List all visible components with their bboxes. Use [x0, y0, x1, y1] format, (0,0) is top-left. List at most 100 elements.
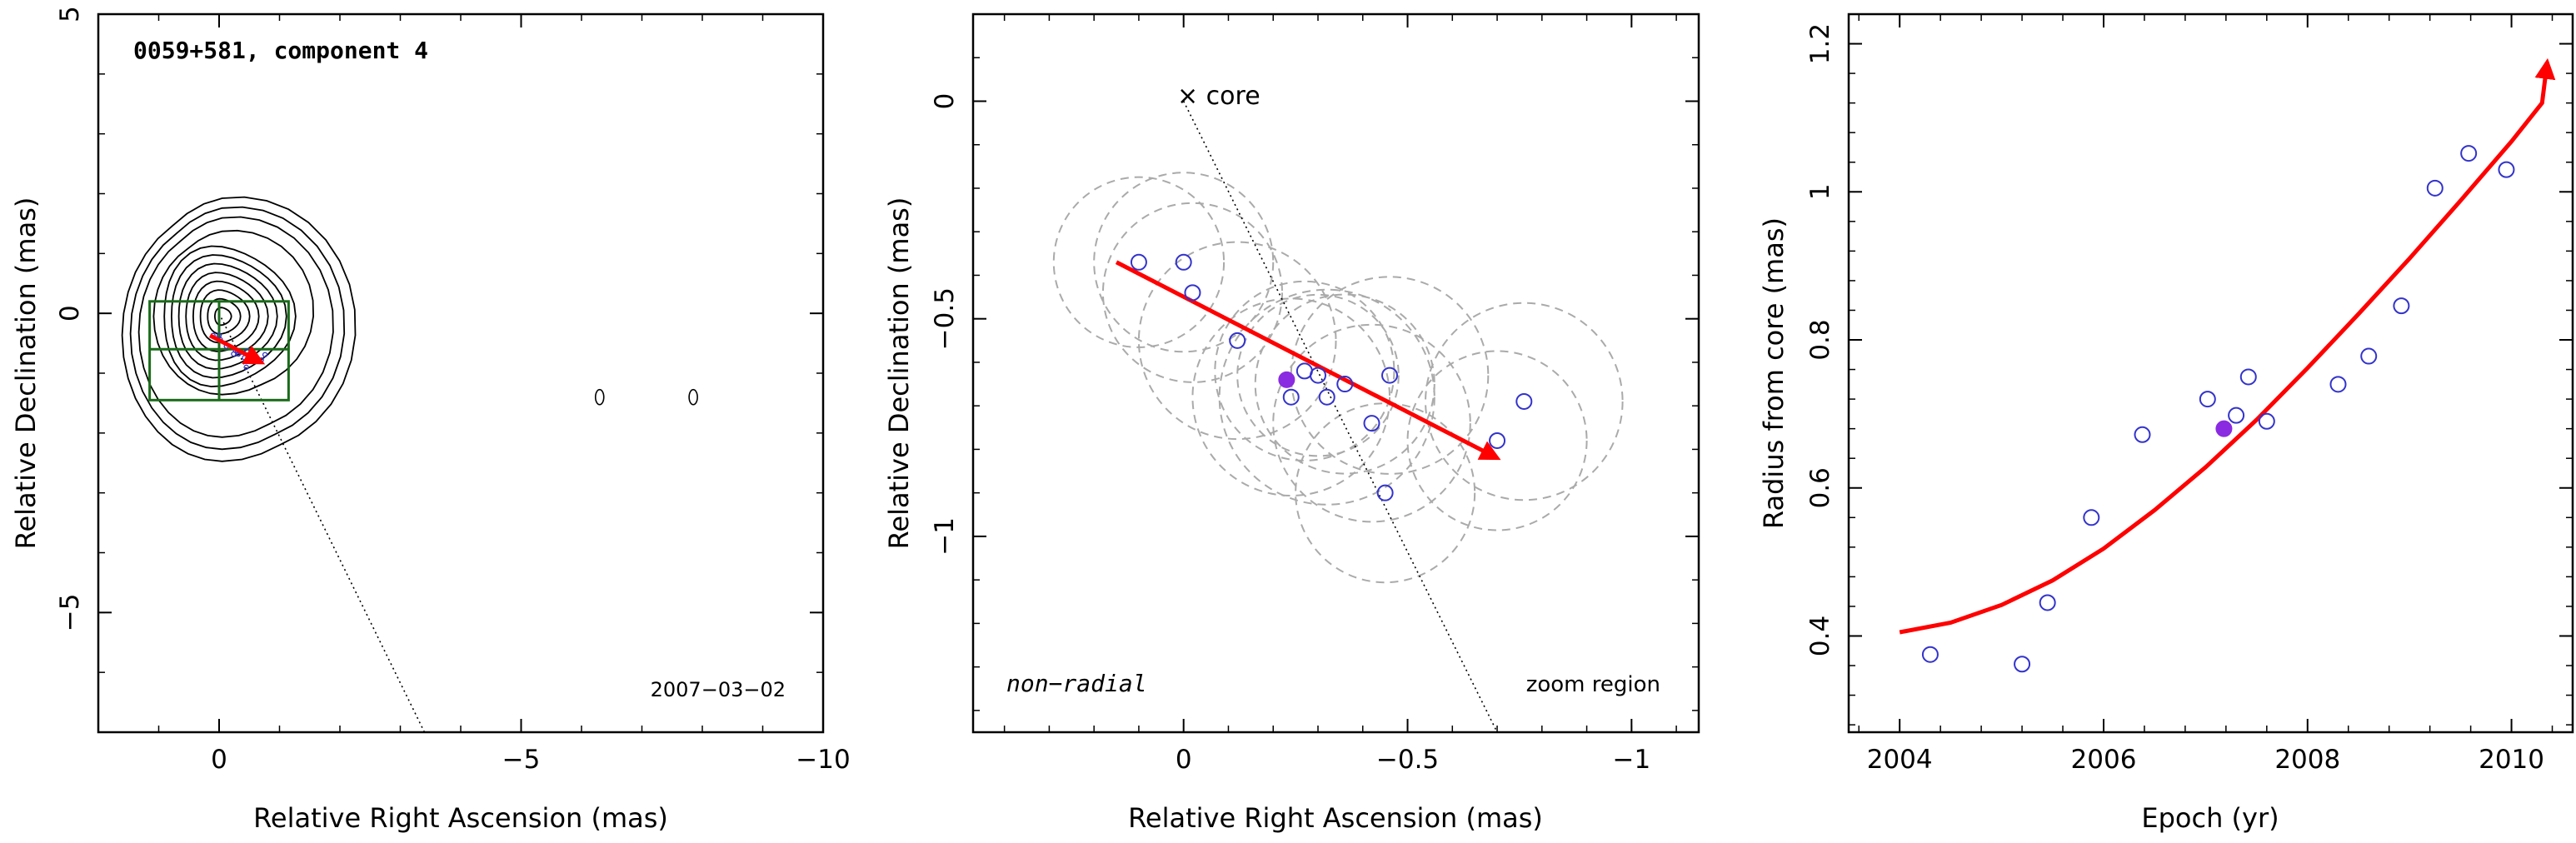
panel-2-plot-area — [1052, 101, 1624, 732]
data-point — [2083, 509, 2100, 526]
p3-ytick-label: 1.2 — [1805, 23, 1835, 64]
p2-xtick-label: −1 — [1613, 745, 1651, 775]
component-size-circle — [1101, 202, 1283, 383]
panel-zoom-region: 0 −0.5 −1 −1 −0.5 0 × core non−radial zoom re… — [883, 12, 1700, 834]
secondary-contour — [688, 388, 698, 406]
data-point — [1282, 388, 1300, 406]
p3-xtick-label: 2010 — [2479, 745, 2544, 775]
panel-2-xlabel: Relative Right Ascension (mas) — [1128, 802, 1543, 834]
p1-xtick-label: −5 — [502, 745, 541, 775]
component-size-circle — [1214, 280, 1395, 461]
component-size-circle — [1191, 297, 1391, 497]
panel-2-frame — [971, 12, 1700, 734]
contour-level — [137, 216, 334, 438]
contour-lines — [121, 196, 698, 462]
panel-contour-map: 0 −5 −10 −5 0 5 0059+581, component 4 2007−03… — [10, 6, 851, 834]
secondary-contour — [594, 388, 605, 406]
data-point — [1130, 253, 1147, 271]
data-point — [1184, 284, 1201, 302]
motion-arrow — [1115, 260, 1501, 461]
component-size-circle — [1218, 288, 1435, 506]
data-point — [1376, 484, 1394, 501]
data-point — [2239, 368, 2257, 386]
p3-ytick-label: 0.4 — [1805, 616, 1835, 656]
p2-xtick-label: −0.5 — [1376, 745, 1439, 775]
panel-1-xlabel: Relative Right Ascension (mas) — [253, 802, 668, 834]
panel-3-ylabel: Radius from core (mas) — [1758, 217, 1790, 529]
data-point — [2460, 145, 2478, 162]
p1-xtick-label: −10 — [796, 745, 850, 775]
panel-1-ylabel: Relative Declination (mas) — [10, 197, 42, 550]
data-point — [2039, 594, 2056, 611]
data-point — [1175, 253, 1192, 271]
zoom-region-label: zoom region — [1526, 672, 1660, 697]
component-size-circle — [1272, 323, 1471, 523]
component-point — [243, 364, 249, 370]
data-point — [2498, 161, 2515, 178]
contour-level — [199, 289, 251, 344]
panel-2-ylabel: Relative Declination (mas) — [883, 197, 915, 550]
component-size-circle — [1236, 293, 1400, 457]
contour-level — [170, 254, 287, 379]
contour-level — [163, 245, 297, 388]
highlight-point — [1278, 371, 1295, 388]
p3-ytick-label: 1 — [1805, 183, 1835, 200]
data-point — [2329, 376, 2347, 393]
data-point — [2228, 407, 2245, 424]
panel-3-xlabel: Epoch (yr) — [2141, 802, 2279, 834]
p2-ytick-label: −0.5 — [930, 287, 960, 350]
p3-xtick-label: 2004 — [1867, 745, 1933, 775]
contour-level — [207, 297, 242, 335]
p3-xtick-label: 2006 — [2071, 745, 2137, 775]
data-point — [1363, 415, 1380, 432]
p1-ytick-label: −5 — [55, 593, 85, 631]
data-point — [2014, 656, 2031, 673]
p3-xtick-label: 2008 — [2274, 745, 2340, 775]
contour-level — [185, 272, 269, 362]
highlight-point — [2215, 420, 2233, 437]
panel-1-title: 0059+581, component 4 — [133, 37, 428, 64]
data-point — [1515, 392, 1533, 410]
panel-radius-vs-epoch: 2004 2006 2008 2010 0.4 0.6 0.8 1 1.2 Epoch (yr)… — [1758, 12, 2574, 834]
p1-ytick-label: 0 — [55, 305, 85, 322]
component-size-circle — [1093, 172, 1275, 353]
component-size-circle — [1406, 350, 1588, 531]
panel-3-frame — [1847, 12, 2574, 734]
p2-ytick-label: 0 — [930, 93, 960, 110]
p1-xtick-label: 0 — [211, 745, 227, 775]
data-point — [1381, 367, 1399, 384]
epoch-annotation: 2007−03−02 — [651, 678, 786, 701]
data-point — [2134, 426, 2151, 443]
component-size-circle — [1295, 402, 1476, 584]
motion-arrow — [208, 333, 266, 365]
data-point — [1921, 646, 1939, 663]
fit-curve — [1899, 57, 2556, 635]
contour-level — [192, 280, 260, 352]
data-point — [2199, 391, 2216, 408]
p2-xtick-label: 0 — [1176, 745, 1192, 775]
data-point — [2258, 412, 2275, 430]
contour-level — [152, 229, 315, 396]
data-point — [1336, 376, 1354, 393]
direction-dotted-line — [1182, 101, 1498, 732]
data-point — [2426, 179, 2444, 197]
p1-ytick-label: 5 — [55, 6, 85, 22]
data-point — [1229, 332, 1246, 349]
non-radial-label: non−radial — [1006, 670, 1147, 697]
p3-ytick-label: 0.8 — [1805, 319, 1835, 360]
data-point — [1318, 388, 1335, 406]
contour-level — [121, 196, 357, 462]
data-point — [1489, 431, 1506, 449]
data-point — [1309, 367, 1326, 384]
component-size-circle — [1137, 241, 1337, 441]
data-point — [2360, 347, 2378, 365]
component-size-circle — [1254, 293, 1435, 475]
panel-1-frame — [97, 12, 825, 734]
data-point — [2393, 297, 2410, 315]
contour-level — [213, 307, 232, 327]
component-size-circle — [1290, 276, 1490, 475]
p3-ytick-label: 0.6 — [1805, 467, 1835, 508]
contour-level — [129, 206, 346, 451]
core-label: × core — [1177, 82, 1261, 111]
